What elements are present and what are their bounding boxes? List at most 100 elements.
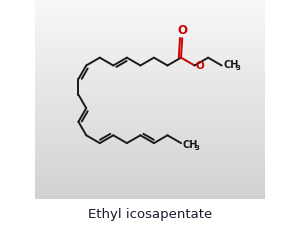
Bar [35,227,265,229]
Bar [35,151,265,153]
Bar [35,111,265,113]
Bar [35,218,265,219]
Bar [35,53,265,55]
Bar [35,13,265,15]
Bar [35,155,265,156]
Bar [35,99,265,101]
Bar [35,69,265,71]
Bar [35,126,265,128]
Bar [35,130,265,132]
Bar [35,30,265,33]
Bar [35,221,265,223]
Bar [35,191,265,193]
Bar [35,6,265,8]
Bar [35,143,265,145]
Text: 3: 3 [236,65,240,71]
Bar [35,0,265,2]
Bar [35,128,265,130]
Bar [35,134,265,136]
Text: Ethyl icosapentate: Ethyl icosapentate [88,207,212,220]
Bar [35,52,265,53]
Bar [35,29,265,30]
Text: O: O [177,24,187,37]
Text: 3: 3 [195,144,200,150]
Bar [35,107,265,109]
Bar [35,216,265,218]
Bar [35,168,265,170]
Bar [35,179,265,181]
Bar [35,219,265,221]
Bar [35,50,265,52]
Bar [35,204,265,206]
Text: O: O [196,61,205,71]
Bar [35,25,265,27]
Bar [35,57,265,59]
Bar [35,164,265,166]
Text: CH: CH [183,140,198,150]
Bar [35,95,265,97]
Bar [35,162,265,164]
Bar [35,202,265,204]
Bar [35,73,265,74]
Bar [35,44,265,46]
Bar [35,78,265,80]
Bar [35,55,265,57]
Bar [35,90,265,92]
Bar [35,122,265,124]
Bar [35,10,265,11]
Bar [35,21,265,23]
Bar [35,174,265,176]
Bar [35,195,265,196]
Bar [35,208,265,210]
Bar [35,177,265,179]
Bar [35,170,265,172]
Bar [35,160,265,162]
Bar [35,149,265,151]
Bar [35,187,265,189]
Bar [35,132,265,134]
Bar [35,33,265,34]
Bar [35,40,265,42]
Bar [35,196,265,199]
Bar [35,118,265,120]
Bar [35,34,265,36]
Bar [35,199,265,229]
Bar [35,67,265,69]
Bar [35,145,265,147]
Bar [35,84,265,86]
Bar [35,11,265,13]
Bar [35,158,265,160]
Bar [35,153,265,155]
Bar [35,61,265,63]
Bar [35,116,265,118]
Bar [35,214,265,216]
Bar [35,101,265,103]
Bar [35,181,265,183]
Bar [35,42,265,44]
Bar [35,103,265,105]
Bar [35,124,265,126]
Bar [35,4,265,6]
Bar [35,156,265,158]
Bar [35,48,265,50]
Bar [35,120,265,122]
Bar [35,82,265,84]
Bar [35,97,265,99]
Bar [35,200,265,202]
Bar [35,86,265,88]
Bar [35,210,265,212]
Bar [35,27,265,29]
Bar [35,141,265,143]
Bar [35,189,265,191]
Bar [35,113,265,114]
Bar [35,8,265,10]
Bar [35,166,265,168]
Bar [35,172,265,174]
Bar [35,223,265,225]
Bar [35,88,265,90]
Bar [35,17,265,19]
Bar [35,176,265,177]
Bar [35,19,265,21]
Bar [35,15,265,17]
Bar [35,74,265,76]
